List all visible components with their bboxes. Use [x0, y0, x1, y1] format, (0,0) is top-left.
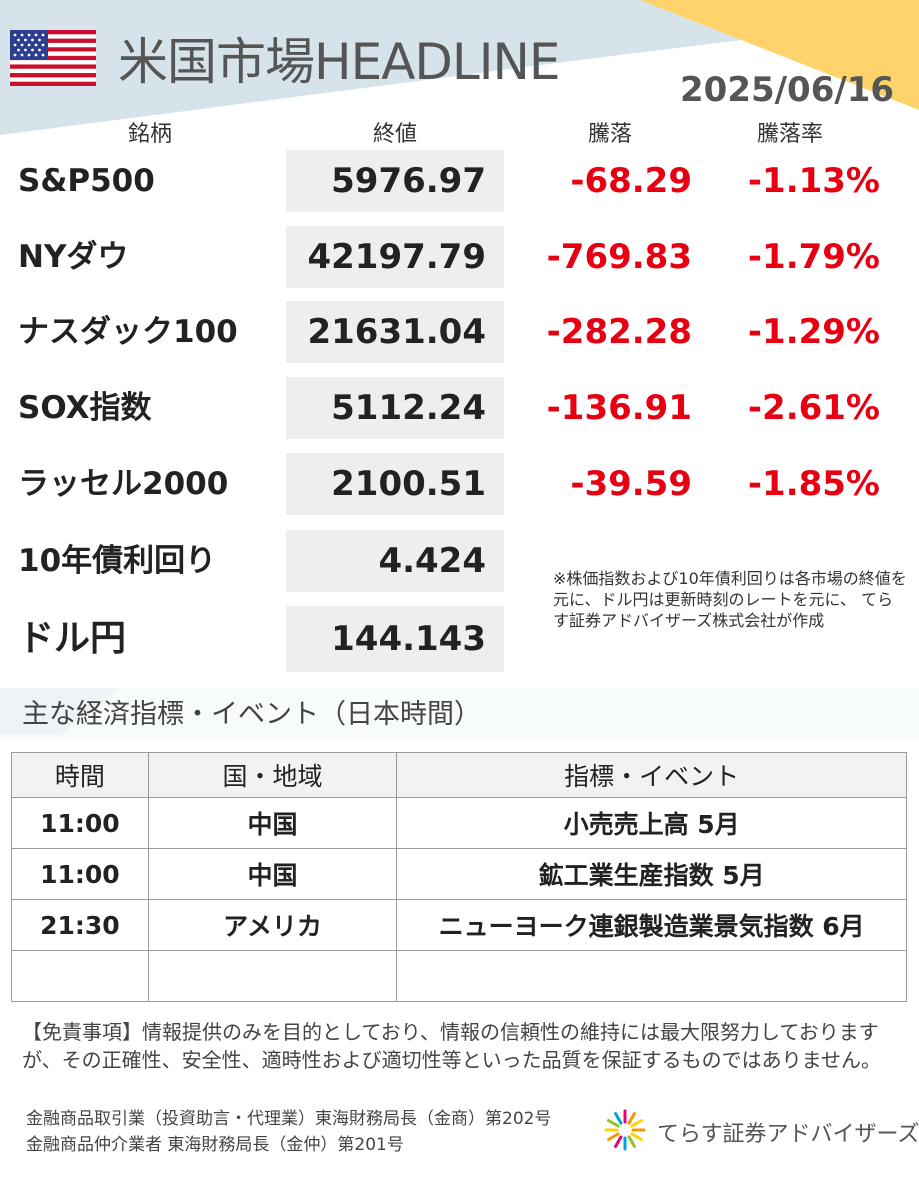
market-row-nydow: NYダウ 42197.79 -769.83 -1.79%: [0, 226, 919, 288]
index-name: NYダウ: [18, 239, 129, 275]
change-value: -39.59: [570, 464, 692, 504]
page-title: 米国市場HEADLINE: [118, 33, 560, 91]
column-header-region: 国・地域: [147, 752, 398, 798]
company-logo-text: てらす証券アドバイザーズ: [657, 1122, 919, 1147]
change-value: -769.83: [546, 237, 692, 277]
empty-cell: [396, 950, 907, 1002]
market-row-usdjpy: ドル円 144.143: [0, 606, 919, 674]
change-rate-value: -1.13%: [747, 161, 880, 201]
event-region: 中国: [147, 797, 398, 849]
table-row: 21:30 アメリカ ニューヨーク連銀製造業景気指数 6月: [11, 899, 907, 951]
index-name: ドル円: [18, 618, 127, 659]
close-value: 5976.97: [331, 161, 486, 201]
market-row-sox: SOX指数 5112.24 -136.91 -2.61%: [0, 377, 919, 439]
close-value-box: [286, 530, 504, 592]
index-name: SOX指数: [18, 390, 152, 426]
event-name: 鉱工業生産指数 5月: [396, 848, 907, 900]
change-rate-value: -1.85%: [747, 464, 880, 504]
company-logo: てらす証券アドバイザーズ: [603, 1108, 919, 1152]
change-rate-value: -1.29%: [747, 312, 880, 352]
table-row: 11:00 中国 小売売上高 5月: [11, 797, 907, 849]
market-row-sp500: S&P500 5976.97 -68.29 -1.13%: [0, 150, 919, 212]
events-section-title: 主な経済指標・イベント（日本時間）: [22, 699, 481, 730]
column-header-name: 銘柄: [127, 122, 172, 147]
close-value-box: [286, 377, 504, 439]
change-rate-value: -1.79%: [747, 237, 880, 277]
events-header-row: 時間 国・地域 指標・イベント: [11, 752, 907, 798]
event-region: アメリカ: [147, 899, 398, 951]
change-value: -282.28: [546, 312, 692, 352]
registration-line-1: 金融商品取引業（投資助言・代理業）東海財務局長（金商）第202号: [26, 1109, 552, 1129]
column-header-close: 終値: [372, 122, 417, 147]
change-rate-value: -2.61%: [747, 388, 880, 428]
table-row-empty: [11, 950, 907, 1002]
events-table: 時間 国・地域 指標・イベント 11:00 中国 小売売上高 5月 11:00 …: [11, 752, 907, 1002]
empty-cell: [11, 950, 149, 1002]
change-value: -136.91: [546, 388, 692, 428]
market-row-10y-yield: 10年債利回り 4.424: [0, 530, 919, 592]
close-value-box: [286, 301, 504, 363]
change-value: -68.29: [570, 161, 692, 201]
market-row-russell2000: ラッセル2000 2100.51 -39.59 -1.85%: [0, 453, 919, 515]
empty-cell: [147, 950, 398, 1002]
event-time: 11:00: [11, 848, 149, 900]
market-row-nasdaq100: ナスダック100 21631.04 -282.28 -1.29%: [0, 301, 919, 363]
event-name: 小売売上高 5月: [396, 797, 907, 849]
event-time: 11:00: [11, 797, 149, 849]
sunburst-logo-icon: [604, 1109, 646, 1151]
event-time: 21:30: [11, 899, 149, 951]
table-row: 11:00 中国 鉱工業生産指数 5月: [11, 848, 907, 900]
column-header-event: 指標・イベント: [396, 752, 907, 798]
close-value-box: [286, 606, 504, 672]
event-name: ニューヨーク連銀製造業景気指数 6月: [396, 899, 907, 951]
column-header-change-rate: 騰落率: [756, 122, 823, 147]
close-value: 4.424: [378, 541, 486, 581]
index-name: S&P500: [18, 163, 155, 199]
registration-line-2: 金融商品仲介業者 東海財務局長（金仲）第201号: [26, 1135, 404, 1155]
column-header-time: 時間: [11, 752, 149, 798]
close-value: 144.143: [331, 619, 486, 659]
close-value: 5112.24: [331, 388, 486, 428]
close-value: 42197.79: [307, 237, 486, 277]
source-note: ※株価指数および10年債利回りは各市場の終値を元に、ドル円は更新時刻のレートを元…: [553, 569, 907, 630]
index-name: 10年債利回り: [18, 543, 217, 579]
index-name: ラッセル2000: [18, 466, 229, 502]
close-value-box: [286, 453, 504, 515]
us-flag-icon: [10, 30, 96, 86]
close-value: 2100.51: [331, 464, 486, 504]
event-region: 中国: [147, 848, 398, 900]
report-date: 2025/06/16: [680, 70, 895, 110]
close-value: 21631.04: [307, 312, 486, 352]
close-value-box: [286, 226, 504, 288]
close-value-box: [286, 150, 504, 212]
column-header-change: 騰落: [587, 122, 632, 147]
disclaimer-text: 【免責事項】情報提供のみを目的としており、情報の信頼性の維持には最大限努力してお…: [22, 1020, 881, 1072]
index-name: ナスダック100: [18, 314, 238, 350]
